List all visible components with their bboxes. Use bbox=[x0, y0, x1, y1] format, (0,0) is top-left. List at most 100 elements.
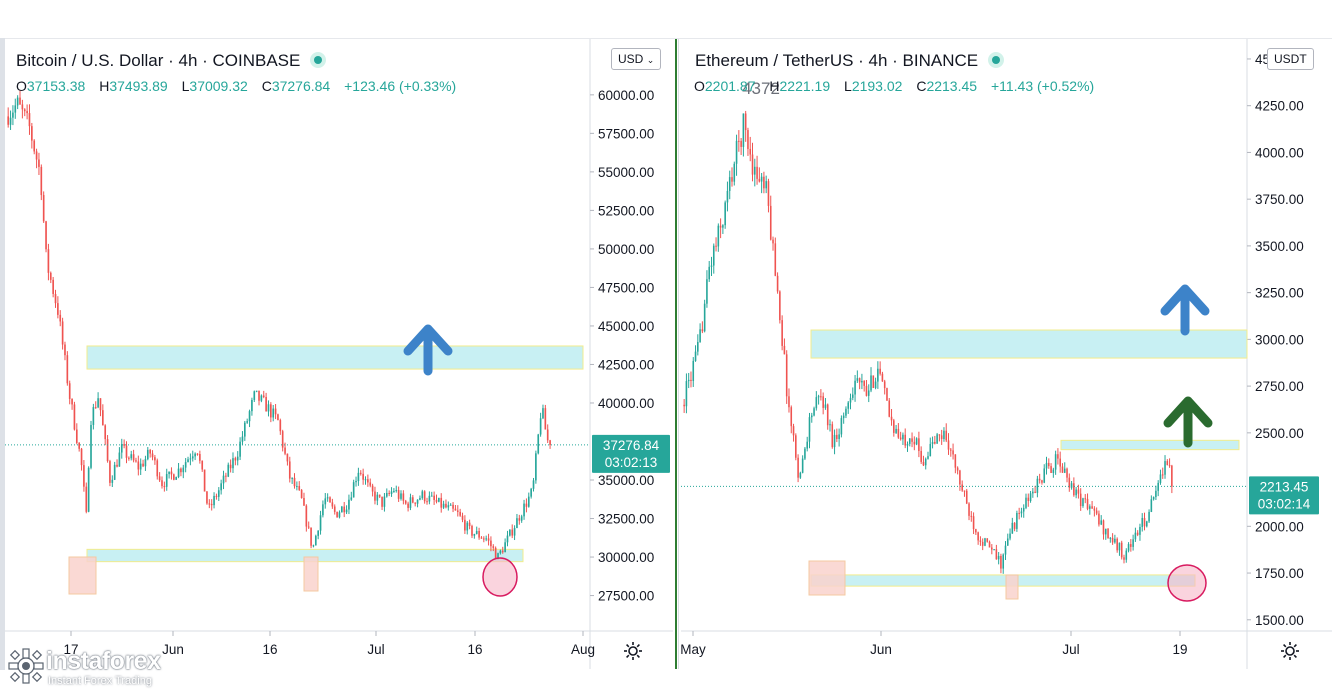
candle-body bbox=[1148, 511, 1150, 522]
candle-body bbox=[57, 303, 59, 315]
candle-body bbox=[520, 516, 523, 521]
candle-body bbox=[272, 408, 275, 418]
y-tick-label: 3500.00 bbox=[1255, 239, 1304, 254]
btc-chart-svg[interactable]: 60000.00 57500.00 55000.00 52500.00 50000.00… bbox=[5, 39, 673, 669]
candle-body bbox=[217, 490, 220, 497]
logo-tagline: Instant Forex Trading bbox=[48, 675, 152, 687]
candle-body bbox=[364, 479, 367, 481]
candle-body bbox=[1009, 533, 1011, 539]
candle-body bbox=[724, 202, 726, 226]
candle-body bbox=[243, 422, 246, 437]
candle-body bbox=[1018, 512, 1020, 514]
candle-body bbox=[781, 320, 783, 346]
candle-body bbox=[482, 538, 485, 540]
candle-body bbox=[1139, 526, 1141, 535]
candle-body bbox=[99, 398, 102, 411]
eth-chart-svg[interactable]: 4500.004250.004000.003750.003500.003250.… bbox=[681, 39, 1332, 669]
last-price-label: 37276.84 bbox=[603, 438, 660, 453]
candle-body bbox=[913, 441, 916, 445]
eth-close: 2213.45 bbox=[926, 78, 978, 94]
candle-body bbox=[14, 105, 17, 113]
y-tick-label: 42500.00 bbox=[598, 357, 654, 372]
pink-highlight-box bbox=[808, 560, 846, 596]
candle-body bbox=[1171, 465, 1173, 487]
candle-body bbox=[367, 479, 369, 483]
btc-close-label: C bbox=[261, 78, 272, 94]
candle-body bbox=[826, 404, 829, 426]
candle-body bbox=[546, 429, 549, 441]
candle-body bbox=[215, 495, 218, 497]
candle-body bbox=[1155, 490, 1157, 498]
candle-body bbox=[480, 537, 483, 539]
x-tick-label: Jun bbox=[870, 642, 892, 657]
candle-body bbox=[430, 495, 433, 497]
candle-body bbox=[54, 293, 57, 304]
candle-body bbox=[511, 529, 514, 536]
candle-body bbox=[792, 426, 795, 436]
y-tick-label: 1750.00 bbox=[1255, 566, 1304, 581]
candle-body bbox=[1111, 537, 1114, 543]
candle-body bbox=[35, 151, 38, 160]
candle-body bbox=[694, 351, 697, 361]
candle-body bbox=[872, 375, 875, 388]
btc-ohlc-row: O37153.38 H37493.89 L37009.32 C37276.84 … bbox=[16, 78, 466, 94]
eth-chart-panel[interactable]: 4500.004250.004000.003750.003500.003250.… bbox=[681, 39, 1332, 669]
eth-close-label: C bbox=[916, 78, 927, 94]
candle-body bbox=[847, 402, 850, 409]
candle-body bbox=[758, 178, 761, 182]
eth-settings-gear-icon[interactable] bbox=[1279, 641, 1301, 663]
candle-body bbox=[182, 467, 185, 473]
candle-body bbox=[175, 477, 178, 480]
candle-body bbox=[1029, 493, 1032, 501]
candle-body bbox=[83, 465, 85, 487]
x-tick-label: Aug bbox=[571, 642, 595, 657]
btc-currency-select[interactable]: USD ⌄ bbox=[611, 48, 662, 70]
candle-body bbox=[1123, 557, 1125, 560]
candle-body bbox=[40, 166, 43, 196]
candle-body bbox=[981, 541, 984, 546]
panel-divider[interactable] bbox=[673, 39, 681, 669]
candle-body bbox=[220, 483, 222, 491]
candle-body bbox=[753, 166, 756, 175]
candle-body bbox=[61, 321, 64, 345]
candle-body bbox=[1011, 522, 1014, 534]
candle-body bbox=[525, 503, 528, 507]
candle-body bbox=[712, 245, 715, 266]
candle-body bbox=[7, 116, 10, 125]
candle-body bbox=[863, 380, 865, 386]
candle-body bbox=[490, 540, 492, 547]
candle-body bbox=[478, 531, 480, 538]
candle-body bbox=[317, 530, 320, 536]
candle-body bbox=[1114, 538, 1116, 543]
red-circle-highlight bbox=[1167, 564, 1207, 602]
candle-body bbox=[963, 490, 966, 492]
candle-body bbox=[908, 438, 911, 444]
candle-body bbox=[1102, 520, 1105, 535]
candle-body bbox=[225, 475, 227, 477]
candle-body bbox=[9, 117, 12, 125]
eth-currency-select[interactable]: USDT bbox=[1267, 48, 1314, 70]
candle-body bbox=[1068, 477, 1071, 488]
btc-high: 37493.89 bbox=[109, 78, 168, 94]
candle-body bbox=[38, 159, 40, 167]
x-tick-label: 16 bbox=[262, 642, 277, 657]
candle-body bbox=[1104, 528, 1107, 535]
candle-body bbox=[343, 506, 346, 513]
candle-body bbox=[1054, 454, 1057, 470]
candle-body bbox=[464, 519, 466, 531]
support-resistance-zone bbox=[1060, 439, 1240, 451]
btc-settings-gear-icon[interactable] bbox=[622, 641, 644, 663]
last-price-label: 2213.45 bbox=[1260, 479, 1309, 494]
candle-body bbox=[970, 515, 973, 517]
candle-body bbox=[1159, 474, 1162, 483]
candle-body bbox=[400, 493, 402, 499]
candle-body bbox=[1073, 483, 1075, 496]
candle-body bbox=[774, 243, 777, 276]
candle-body bbox=[808, 417, 811, 442]
candle-body bbox=[130, 454, 133, 459]
btc-chart-panel[interactable]: 60000.00 57500.00 55000.00 52500.00 50000.00… bbox=[5, 39, 673, 669]
bar-countdown-label: 03:02:14 bbox=[1258, 496, 1311, 511]
candle-body bbox=[865, 385, 868, 396]
candle-body bbox=[817, 396, 820, 398]
up-arrow-path bbox=[403, 324, 453, 376]
